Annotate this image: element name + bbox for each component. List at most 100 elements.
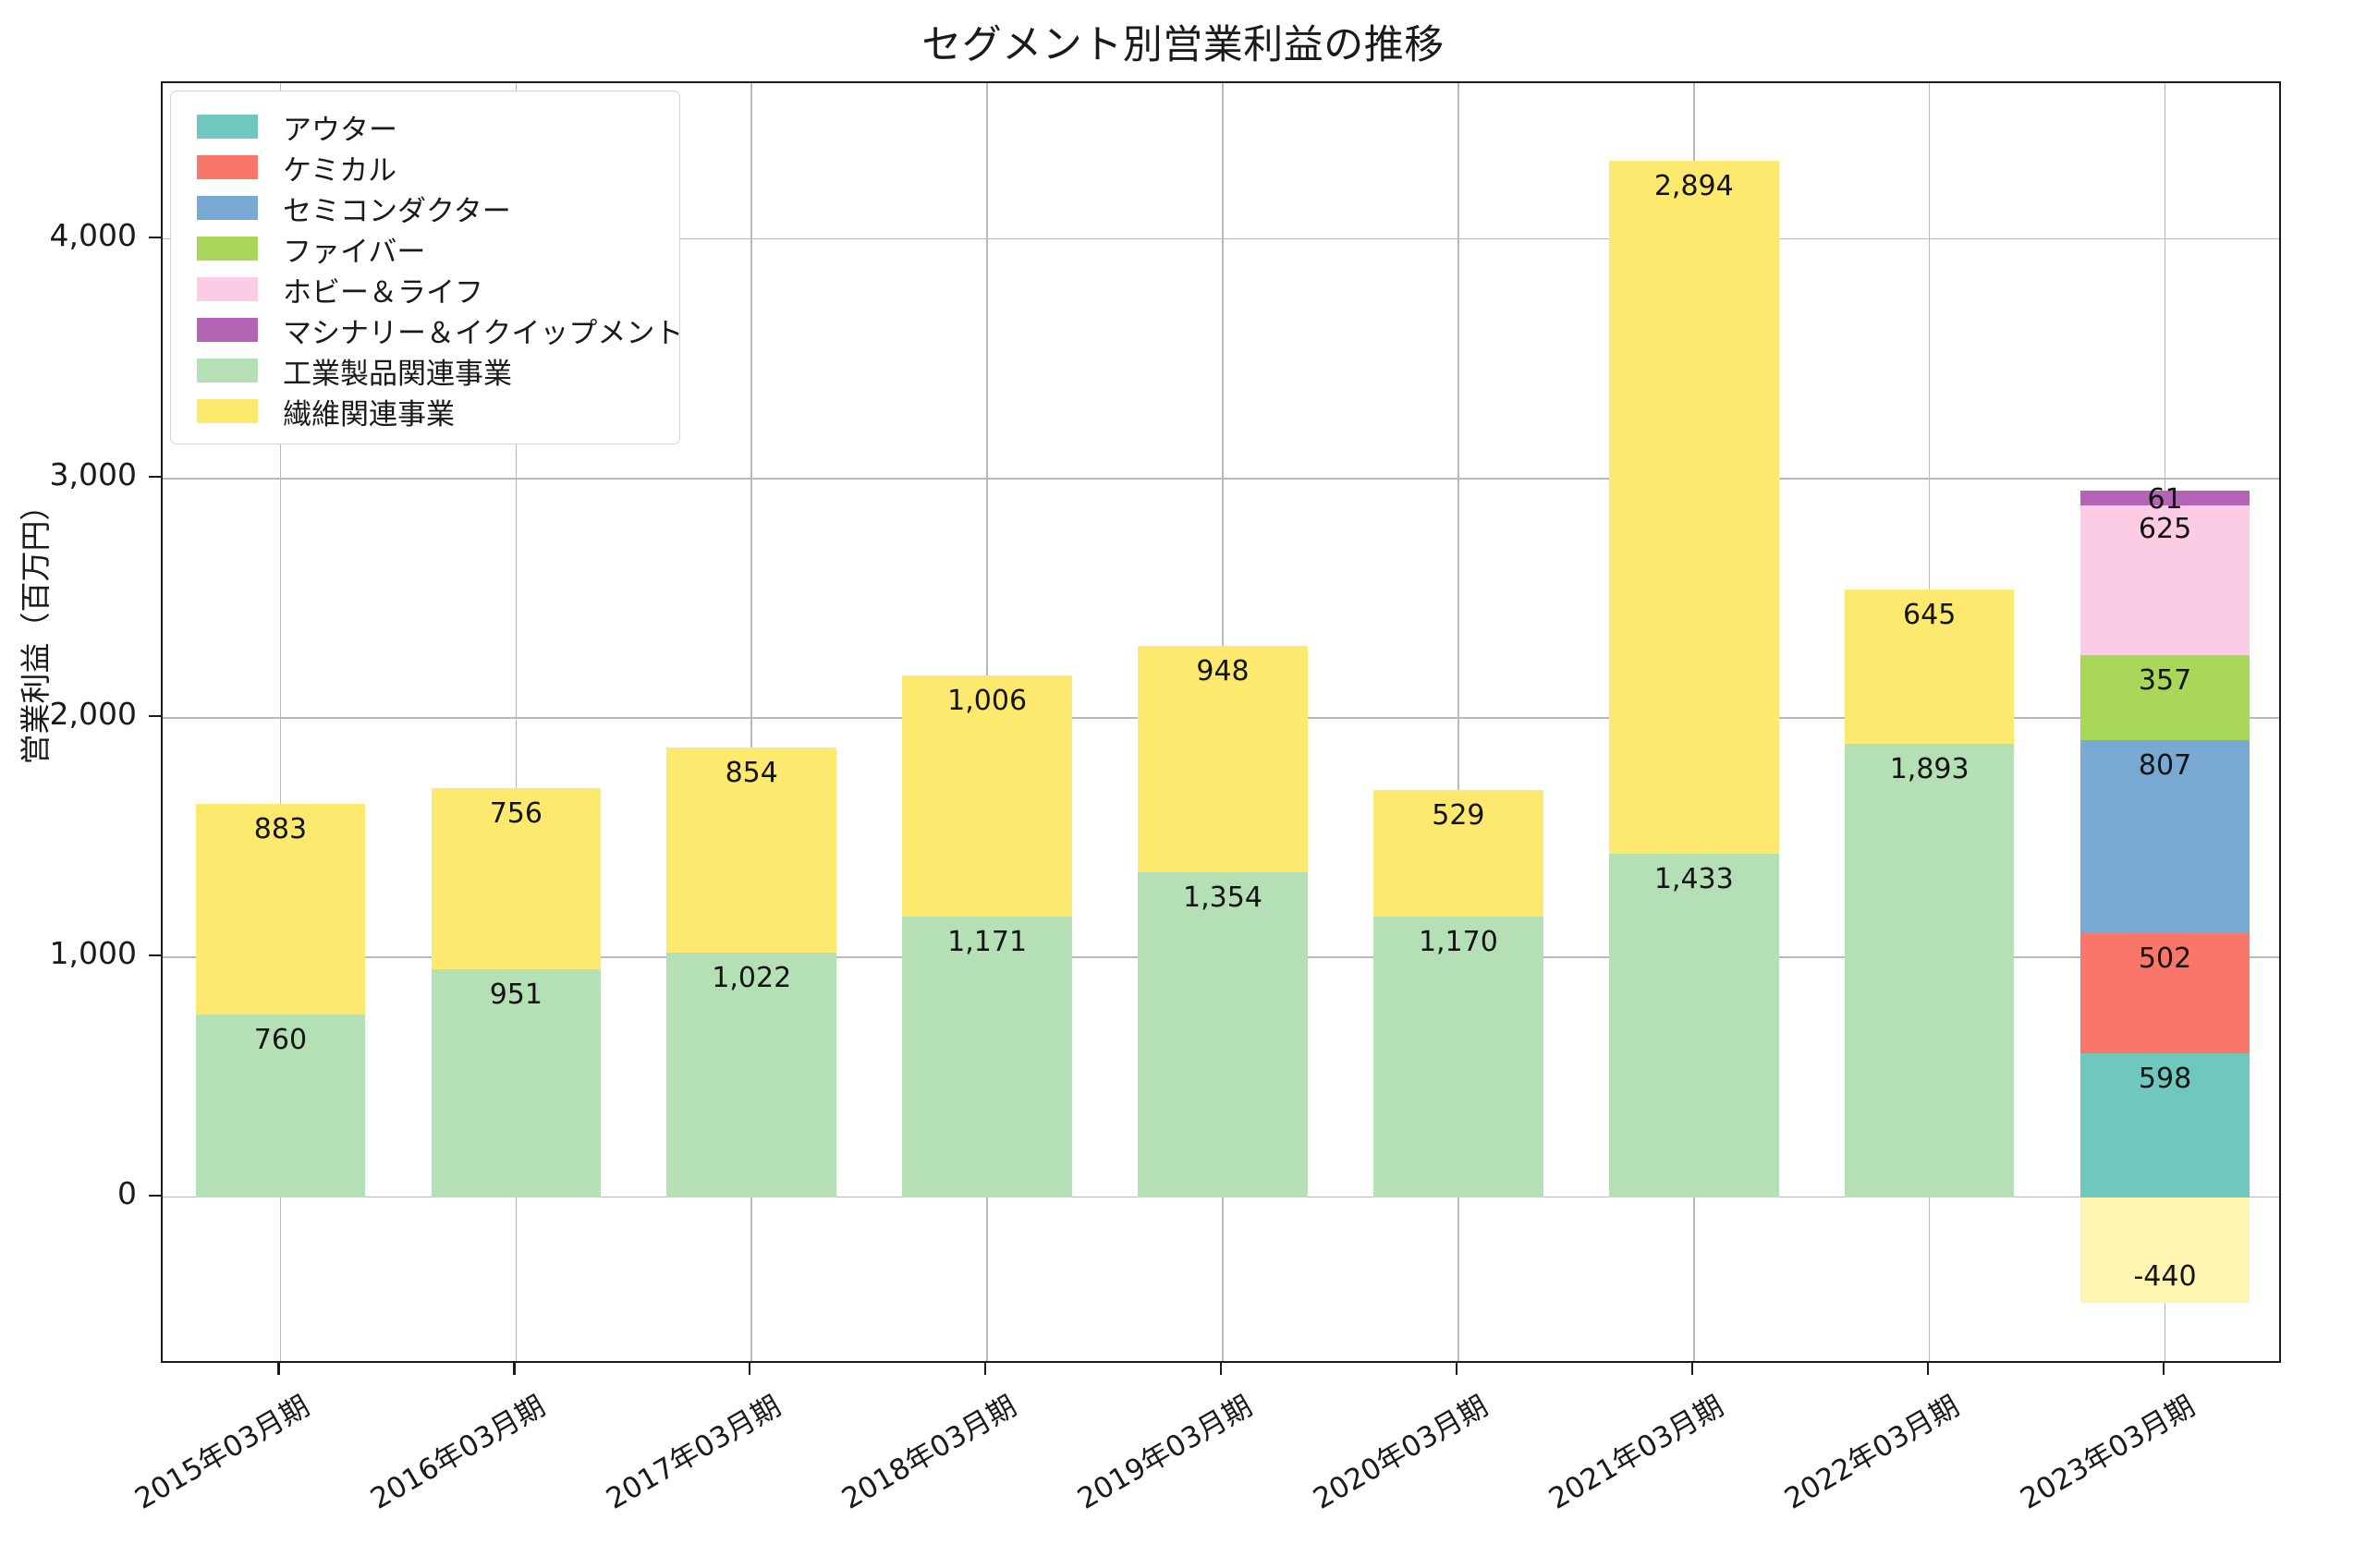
- bar-value-label: 951: [489, 978, 543, 1011]
- legend-item-label: ファイバー: [283, 235, 426, 269]
- y-axis-tick-mark: [149, 715, 161, 718]
- y-axis-tick-label: 3,000: [49, 456, 137, 492]
- bar-value-label: 61: [2147, 483, 2183, 517]
- legend-item-label: マシナリー＆イクイップメント: [283, 316, 684, 350]
- legend-swatch-icon: [197, 359, 258, 383]
- legend-item[interactable]: ケミカル: [171, 147, 679, 188]
- y-axis-tick-label: 0: [117, 1174, 137, 1211]
- legend-item[interactable]: アウター: [171, 106, 679, 147]
- y-gridline: [163, 237, 2279, 240]
- bar-segment[interactable]: [431, 968, 602, 1197]
- legend-item[interactable]: 繊維関連事業: [171, 391, 679, 432]
- bar-segment[interactable]: [1373, 917, 1543, 1197]
- bar-segment[interactable]: [1609, 160, 1779, 854]
- x-axis-tick-mark: [1690, 1363, 1693, 1375]
- bar-segment[interactable]: [902, 675, 1072, 917]
- bar-value-label: 948: [1196, 654, 1250, 687]
- legend-swatch-icon: [197, 196, 258, 220]
- bar-value-label: -440: [2133, 1259, 2197, 1293]
- bar-value-label: 1,171: [947, 925, 1028, 958]
- bar-segment[interactable]: [431, 787, 602, 969]
- x-axis-tick-label: 2022年03月期: [1778, 1389, 1965, 1516]
- x-axis-tick-label: 2017年03月期: [601, 1389, 787, 1516]
- x-axis-tick-mark: [1220, 1363, 1223, 1375]
- bar-value-label: 529: [1432, 799, 1485, 833]
- bar-value-label: 1,433: [1653, 863, 1734, 895]
- bar-segment[interactable]: [1844, 743, 2015, 1197]
- x-axis-tick-mark: [984, 1363, 987, 1375]
- x-axis-tick-label: 2020年03月期: [1307, 1389, 1494, 1516]
- x-axis-tick-mark: [2162, 1363, 2165, 1375]
- bar-segment[interactable]: [2079, 740, 2250, 934]
- bar-segment[interactable]: [2079, 504, 2250, 655]
- x-axis-tick-mark: [1926, 1363, 1929, 1375]
- legend-swatch-icon: [197, 277, 258, 301]
- legend-swatch-icon: [197, 237, 258, 261]
- bar-segment[interactable]: [2079, 490, 2250, 505]
- bar-segment[interactable]: [2079, 1053, 2250, 1197]
- x-gridline: [279, 83, 282, 1361]
- bar-value-label: 854: [725, 757, 778, 790]
- x-axis-tick-label: 2023年03月期: [2014, 1389, 2201, 1516]
- legend-item-label: 工業製品関連事業: [283, 357, 512, 391]
- y-axis-tick-mark: [149, 475, 161, 478]
- bar-value-label: 807: [2138, 749, 2192, 783]
- x-axis-tick-label: 2019年03月期: [1071, 1389, 1258, 1516]
- legend-item[interactable]: セミコンダクター: [171, 188, 679, 228]
- bar-value-label: 1,170: [1418, 926, 1498, 959]
- bar-segment[interactable]: [2079, 933, 2250, 1054]
- legend-item[interactable]: ホビー＆ライフ: [171, 269, 679, 310]
- bar-segment[interactable]: [2079, 1197, 2250, 1303]
- bar-value-label: 625: [2138, 512, 2192, 545]
- bar-value-label: 1,022: [712, 961, 792, 994]
- bar-value-label: 502: [2138, 942, 2192, 976]
- y-gridline: [163, 1196, 2279, 1198]
- legend-item-label: セミコンダクター: [283, 194, 511, 228]
- page-title: セグメント別営業利益の推移: [921, 22, 1445, 68]
- legend-swatch-icon: [197, 115, 258, 139]
- legend-item-label: ケミカル: [283, 153, 397, 188]
- legend-swatch-icon: [197, 318, 258, 342]
- legend-item-label: アウター: [283, 113, 397, 147]
- bar-segment[interactable]: [1609, 854, 1779, 1197]
- legend-item-label: 繊維関連事業: [283, 397, 455, 432]
- y-gridline: [163, 477, 2279, 480]
- x-axis-tick-label: 2016年03月期: [365, 1389, 552, 1516]
- x-axis-tick-mark: [1455, 1363, 1458, 1375]
- x-gridline: [750, 83, 753, 1361]
- bar-value-label: 1,893: [1889, 752, 1970, 785]
- legend-swatch-icon: [197, 399, 258, 423]
- x-gridline: [515, 83, 518, 1361]
- bar-segment[interactable]: [195, 1015, 366, 1197]
- bar-segment[interactable]: [1373, 790, 1543, 918]
- bar-segment[interactable]: [1138, 872, 1308, 1197]
- y-axis-tick-label: 1,000: [49, 935, 137, 972]
- bar-segment[interactable]: [195, 803, 366, 1015]
- legend-item[interactable]: マシナリー＆イクイップメント: [171, 310, 683, 350]
- y-axis-tick-mark: [149, 236, 161, 238]
- bar-segment[interactable]: [902, 916, 1072, 1197]
- legend-item-label: ホビー＆ライフ: [283, 275, 483, 310]
- bar-segment[interactable]: [666, 952, 836, 1197]
- bar-segment[interactable]: [1844, 589, 2015, 744]
- y-axis-tick-label: 4,000: [49, 216, 137, 253]
- x-axis-tick-mark: [749, 1363, 751, 1375]
- chart-legend: アウターケミカルセミコンダクター ファイバーホビー＆ライフマシナリー＆イクイップメ…: [170, 91, 683, 444]
- bar-segment[interactable]: [666, 748, 836, 953]
- legend-item[interactable]: 工業製品関連事業: [171, 350, 679, 391]
- bar-value-label: 1,006: [947, 685, 1028, 718]
- plot-area: 760 883 951 756 1,022 854 1,171 1,006 1,354 948 1,…: [161, 81, 2281, 1363]
- bar-value-label: 1,354: [1183, 881, 1262, 915]
- bar-segment[interactable]: [2079, 654, 2250, 741]
- legend-swatch-icon: [197, 155, 258, 179]
- x-axis-tick-label: 2021年03月期: [1543, 1389, 1729, 1516]
- bar-value-label: 756: [489, 796, 543, 830]
- y-axis-tick-mark: [149, 954, 161, 957]
- x-gridline: [1457, 83, 1459, 1361]
- bar-segment[interactable]: [1138, 645, 1308, 873]
- y-axis-tick-label: 2,000: [49, 696, 137, 733]
- y-axis-tick-mark: [149, 1194, 161, 1197]
- legend-item[interactable]: ファイバー: [171, 228, 679, 269]
- bar-value-label: 645: [1903, 598, 1957, 631]
- x-axis-tick-label: 2015年03月期: [129, 1389, 316, 1516]
